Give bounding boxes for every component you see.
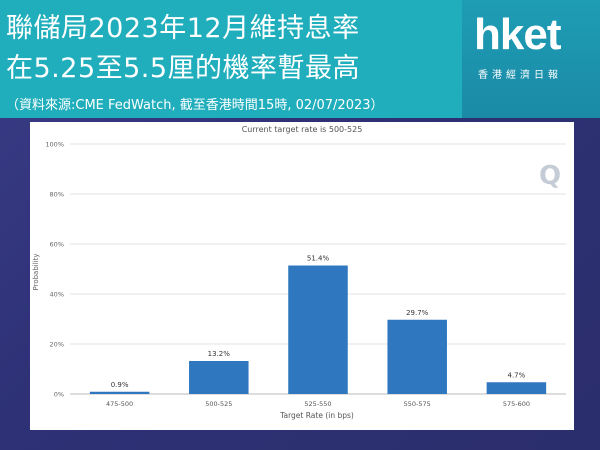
- data-label: 29.7%: [406, 309, 429, 317]
- data-label: 13.2%: [208, 350, 231, 358]
- y-axis-label: Probability: [32, 253, 40, 290]
- bar-475-500: [89, 391, 150, 394]
- header-banner: [0, 0, 600, 118]
- y-tick-label: 100%: [45, 141, 64, 149]
- gridlines: [70, 143, 566, 395]
- source-note: （資料來源:CME FedWatch, 截至香港時間15時, 02/07/202…: [6, 98, 384, 113]
- y-tick-label: 40%: [50, 291, 64, 299]
- x-tick-label: 500-525: [205, 400, 232, 408]
- chart-card: Current target rate is 500-525 Q Probabi…: [30, 122, 574, 430]
- x-axis-label: Target Rate (in bps): [279, 411, 354, 420]
- hket-logo: hket: [474, 10, 561, 59]
- data-labels: 0.9% 13.2% 51.4% 29.7% 4.7%: [111, 255, 526, 389]
- bar-575-600: [486, 382, 547, 394]
- bar-chart: Current target rate is 500-525 Q Probabi…: [32, 125, 566, 420]
- data-label: 51.4%: [307, 255, 330, 263]
- chart-title: Current target rate is 500-525: [242, 125, 363, 134]
- y-tick-label: 80%: [50, 191, 64, 199]
- headline-line-2: 在5.25至5.5厘的機率暫最高: [6, 53, 361, 84]
- x-tick-label: 575-600: [503, 400, 530, 408]
- bar-550-575: [387, 319, 447, 394]
- logo-panel: [462, 0, 600, 118]
- bars: [89, 265, 547, 394]
- title-panel: [0, 0, 462, 118]
- x-tick-label: 525-550: [304, 400, 331, 408]
- x-tick-labels: 475-500 500-525 525-550 550-575 575-600: [106, 400, 530, 408]
- y-tick-label: 60%: [50, 241, 64, 249]
- y-tick-label: 20%: [50, 341, 64, 349]
- y-tick-labels: 0% 20% 40% 60% 80% 100%: [45, 141, 64, 399]
- x-tick-label: 475-500: [106, 400, 133, 408]
- bar-525-550: [288, 265, 348, 394]
- bar-500-525: [189, 361, 249, 394]
- y-tick-label: 0%: [54, 391, 64, 399]
- headline-line-1: 聯儲局2023年12月維持息率: [6, 13, 360, 44]
- watermark-q: Q: [539, 161, 561, 191]
- x-tick-label: 550-575: [404, 400, 431, 408]
- logo-subtitle: 香港經濟日報: [478, 70, 562, 81]
- data-label: 4.7%: [508, 371, 526, 379]
- data-label: 0.9%: [111, 381, 129, 389]
